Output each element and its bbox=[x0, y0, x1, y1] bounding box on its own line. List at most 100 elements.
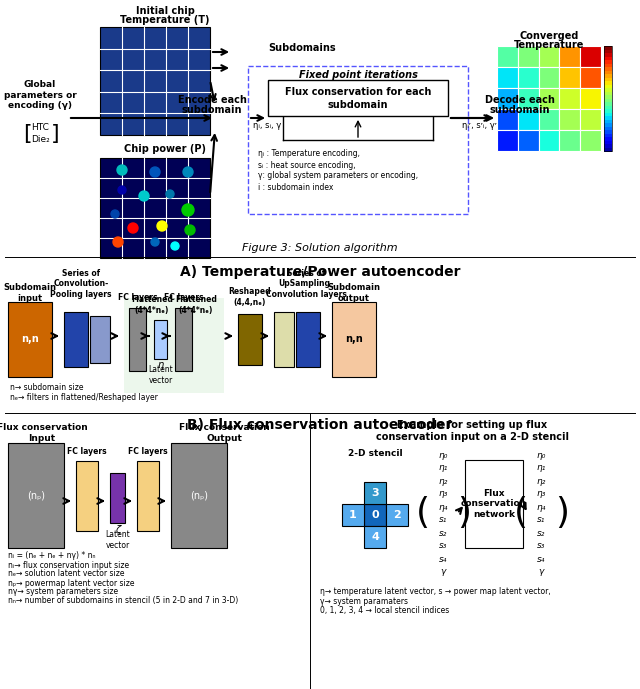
FancyBboxPatch shape bbox=[604, 81, 612, 85]
Text: nₙ→ number of subdomains in stencil (5 in 2-D and 7 in 3-D): nₙ→ number of subdomains in stencil (5 i… bbox=[8, 597, 238, 606]
FancyBboxPatch shape bbox=[518, 130, 539, 151]
Text: 0, 1, 2, 3, 4 → local stencil indices: 0, 1, 2, 3, 4 → local stencil indices bbox=[320, 606, 449, 615]
Text: Flattened
(4*4*nₑ): Flattened (4*4*nₑ) bbox=[131, 296, 173, 315]
Text: Flux conservation
Output: Flux conservation Output bbox=[179, 423, 269, 443]
Text: s₁: s₁ bbox=[439, 515, 447, 524]
FancyBboxPatch shape bbox=[100, 27, 210, 135]
FancyBboxPatch shape bbox=[559, 67, 580, 88]
FancyBboxPatch shape bbox=[580, 109, 601, 130]
Text: FC layers: FC layers bbox=[67, 446, 107, 455]
FancyBboxPatch shape bbox=[604, 95, 612, 99]
Text: Example for setting up flux
conservation input on a 2-D stencil: Example for setting up flux conservation… bbox=[376, 420, 568, 442]
FancyBboxPatch shape bbox=[171, 443, 227, 548]
Text: subdomain: subdomain bbox=[182, 105, 243, 115]
Circle shape bbox=[139, 191, 149, 201]
Circle shape bbox=[113, 237, 123, 247]
Text: s₃: s₃ bbox=[537, 542, 545, 551]
Text: 3: 3 bbox=[371, 488, 379, 498]
FancyBboxPatch shape bbox=[559, 130, 580, 151]
FancyBboxPatch shape bbox=[539, 130, 559, 151]
FancyBboxPatch shape bbox=[604, 116, 612, 120]
FancyBboxPatch shape bbox=[497, 88, 518, 109]
Circle shape bbox=[111, 210, 119, 218]
FancyBboxPatch shape bbox=[604, 46, 612, 50]
Text: Latent
vector: Latent vector bbox=[148, 365, 173, 384]
Text: Subdomain
input: Subdomain input bbox=[3, 283, 56, 302]
FancyBboxPatch shape bbox=[559, 46, 580, 67]
FancyBboxPatch shape bbox=[604, 92, 612, 96]
FancyBboxPatch shape bbox=[342, 504, 364, 526]
FancyBboxPatch shape bbox=[604, 50, 612, 54]
FancyBboxPatch shape bbox=[124, 298, 224, 393]
Text: Series of
UpSampling-
Convolution layers: Series of UpSampling- Convolution layers bbox=[266, 269, 346, 299]
Circle shape bbox=[182, 204, 194, 216]
Circle shape bbox=[166, 190, 174, 198]
FancyBboxPatch shape bbox=[539, 88, 559, 109]
Text: ηᵢ, sᵢ, γ: ηᵢ, sᵢ, γ bbox=[253, 121, 281, 130]
Text: Initial chip: Initial chip bbox=[136, 6, 195, 16]
Text: ): ) bbox=[457, 497, 471, 531]
Text: η₃: η₃ bbox=[536, 489, 546, 499]
Text: subdomain: subdomain bbox=[328, 100, 388, 110]
Circle shape bbox=[150, 167, 160, 177]
Text: Die₂: Die₂ bbox=[31, 134, 49, 143]
Circle shape bbox=[118, 186, 126, 194]
Text: η₄: η₄ bbox=[438, 502, 448, 511]
Text: nₚ→ powermap latent vector size: nₚ→ powermap latent vector size bbox=[8, 579, 134, 588]
Circle shape bbox=[185, 225, 195, 235]
Text: (: ( bbox=[416, 497, 430, 531]
Text: γ: γ bbox=[440, 568, 445, 577]
Text: nᵢ = (nₑ + nₑ + nγ) * nₙ: nᵢ = (nₑ + nₑ + nγ) * nₙ bbox=[8, 551, 95, 560]
FancyBboxPatch shape bbox=[604, 60, 612, 64]
Text: η→ temperature latent vector, s → power map latent vector,: η→ temperature latent vector, s → power … bbox=[320, 588, 551, 597]
Text: Temperature (T): Temperature (T) bbox=[120, 15, 210, 25]
Text: γ: global system parameters or encoding,: γ: global system parameters or encoding, bbox=[258, 172, 418, 181]
Text: Reshaped
(4,4,nₑ): Reshaped (4,4,nₑ) bbox=[228, 287, 271, 307]
Text: Chip power (P): Chip power (P) bbox=[124, 144, 206, 154]
Text: FC layers: FC layers bbox=[118, 293, 157, 302]
FancyBboxPatch shape bbox=[539, 46, 559, 67]
Text: ζ: ζ bbox=[115, 525, 120, 535]
FancyBboxPatch shape bbox=[604, 102, 612, 106]
FancyBboxPatch shape bbox=[604, 85, 612, 88]
FancyBboxPatch shape bbox=[76, 461, 98, 531]
FancyBboxPatch shape bbox=[129, 308, 146, 371]
FancyBboxPatch shape bbox=[580, 46, 601, 67]
Text: A) Temperature/Power autoencoder: A) Temperature/Power autoencoder bbox=[180, 265, 460, 279]
Text: (nₚ): (nₚ) bbox=[190, 491, 208, 500]
FancyBboxPatch shape bbox=[559, 88, 580, 109]
Text: 0: 0 bbox=[371, 510, 379, 520]
FancyBboxPatch shape bbox=[539, 67, 559, 88]
FancyBboxPatch shape bbox=[604, 105, 612, 110]
FancyBboxPatch shape bbox=[175, 308, 192, 371]
Text: s₄: s₄ bbox=[439, 555, 447, 564]
Text: Subdomain
output: Subdomain output bbox=[328, 283, 381, 302]
FancyBboxPatch shape bbox=[604, 147, 612, 152]
FancyBboxPatch shape bbox=[364, 526, 386, 548]
FancyBboxPatch shape bbox=[110, 473, 125, 523]
FancyBboxPatch shape bbox=[518, 46, 539, 67]
Circle shape bbox=[183, 167, 193, 177]
Circle shape bbox=[171, 242, 179, 250]
FancyBboxPatch shape bbox=[364, 482, 386, 504]
Text: γ→ system paramaters: γ→ system paramaters bbox=[320, 597, 408, 606]
Text: Converged: Converged bbox=[519, 31, 579, 41]
Text: 1: 1 bbox=[349, 510, 357, 520]
Text: FC layers: FC layers bbox=[164, 293, 204, 302]
FancyBboxPatch shape bbox=[497, 46, 518, 67]
FancyBboxPatch shape bbox=[604, 74, 612, 78]
Text: s₂: s₂ bbox=[537, 528, 545, 537]
Text: η₃: η₃ bbox=[438, 489, 448, 499]
Text: subdomain: subdomain bbox=[490, 105, 550, 115]
FancyBboxPatch shape bbox=[100, 158, 210, 258]
FancyBboxPatch shape bbox=[604, 144, 612, 148]
FancyBboxPatch shape bbox=[137, 461, 159, 531]
Text: ηᵢʳ, sʳᵢ, γʳ: ηᵢʳ, sʳᵢ, γʳ bbox=[462, 121, 497, 130]
Bar bbox=[604, 46, 612, 151]
Text: nᵢ→ flux conservation input size: nᵢ→ flux conservation input size bbox=[8, 560, 129, 570]
Text: Global
parameters or
encoding (γ): Global parameters or encoding (γ) bbox=[4, 80, 76, 110]
Text: (: ( bbox=[514, 497, 528, 531]
FancyBboxPatch shape bbox=[604, 77, 612, 81]
Text: Encode each: Encode each bbox=[177, 95, 246, 105]
FancyBboxPatch shape bbox=[364, 504, 386, 526]
